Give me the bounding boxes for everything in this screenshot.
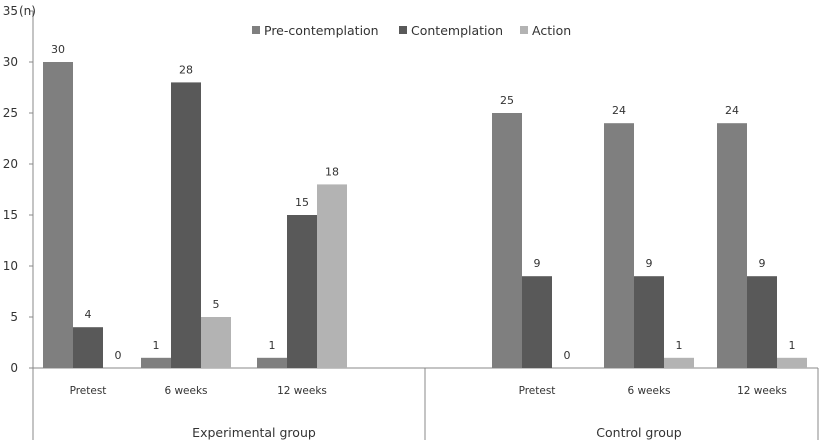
y-tick-label: 30 [3, 55, 18, 69]
data-label: 9 [534, 257, 541, 270]
y-tick-label: 25 [3, 106, 18, 120]
bar [522, 276, 552, 368]
bar [634, 276, 664, 368]
data-label: 4 [85, 308, 92, 321]
legend-label: Pre-contemplation [264, 23, 379, 38]
x-tick-label: 6 weeks [164, 385, 207, 397]
data-label: 0 [115, 349, 122, 362]
legend: Pre-contemplation Contemplation Action [252, 23, 571, 38]
x-tick-label: 12 weeks [277, 385, 327, 397]
bar [492, 113, 522, 368]
group-label: Control group [596, 425, 682, 440]
data-label: 1 [269, 339, 276, 352]
bar [317, 184, 347, 368]
bar [664, 357, 694, 368]
bar [747, 276, 777, 368]
bar [287, 215, 317, 368]
data-label: 18 [325, 165, 339, 178]
bar [43, 62, 73, 368]
data-label: 24 [725, 104, 739, 117]
legend-swatch [520, 26, 528, 34]
data-label: 30 [51, 43, 65, 56]
bar [777, 357, 807, 368]
bar [717, 123, 747, 368]
x-tick-label: Pretest [70, 385, 107, 397]
legend-swatch [399, 26, 407, 34]
bar [73, 327, 103, 368]
bar [257, 357, 287, 368]
bar [171, 82, 201, 369]
x-tick-label: 12 weeks [737, 385, 787, 397]
y-tick-label: 15 [3, 208, 18, 222]
data-label: 25 [500, 94, 514, 107]
legend-swatch [252, 26, 260, 34]
y-axis-label: (n) [19, 4, 36, 18]
data-label: 1 [153, 339, 160, 352]
data-label: 9 [646, 257, 653, 270]
data-label: 5 [213, 298, 220, 311]
group-label: Experimental group [192, 425, 316, 440]
bar [604, 123, 634, 368]
y-tick-label: 0 [10, 361, 18, 375]
data-label: 9 [759, 257, 766, 270]
y-tick-label: 5 [10, 310, 18, 324]
y-tick-label: 20 [3, 157, 18, 171]
axes [29, 10, 819, 440]
data-label: 15 [295, 196, 309, 209]
legend-label: Action [532, 23, 571, 38]
data-label: 0 [564, 349, 571, 362]
data-label: 24 [612, 104, 626, 117]
bar [141, 357, 171, 368]
data-label: 1 [789, 339, 796, 352]
bars [43, 62, 807, 369]
bar [201, 317, 231, 368]
legend-label: Contemplation [411, 23, 503, 38]
data-label: 28 [179, 63, 193, 76]
x-tick-label: Pretest [519, 385, 556, 397]
x-tick-label: 6 weeks [627, 385, 670, 397]
y-tick-label: 35 [3, 4, 18, 18]
data-label: 1 [676, 339, 683, 352]
y-tick-label: 10 [3, 259, 18, 273]
